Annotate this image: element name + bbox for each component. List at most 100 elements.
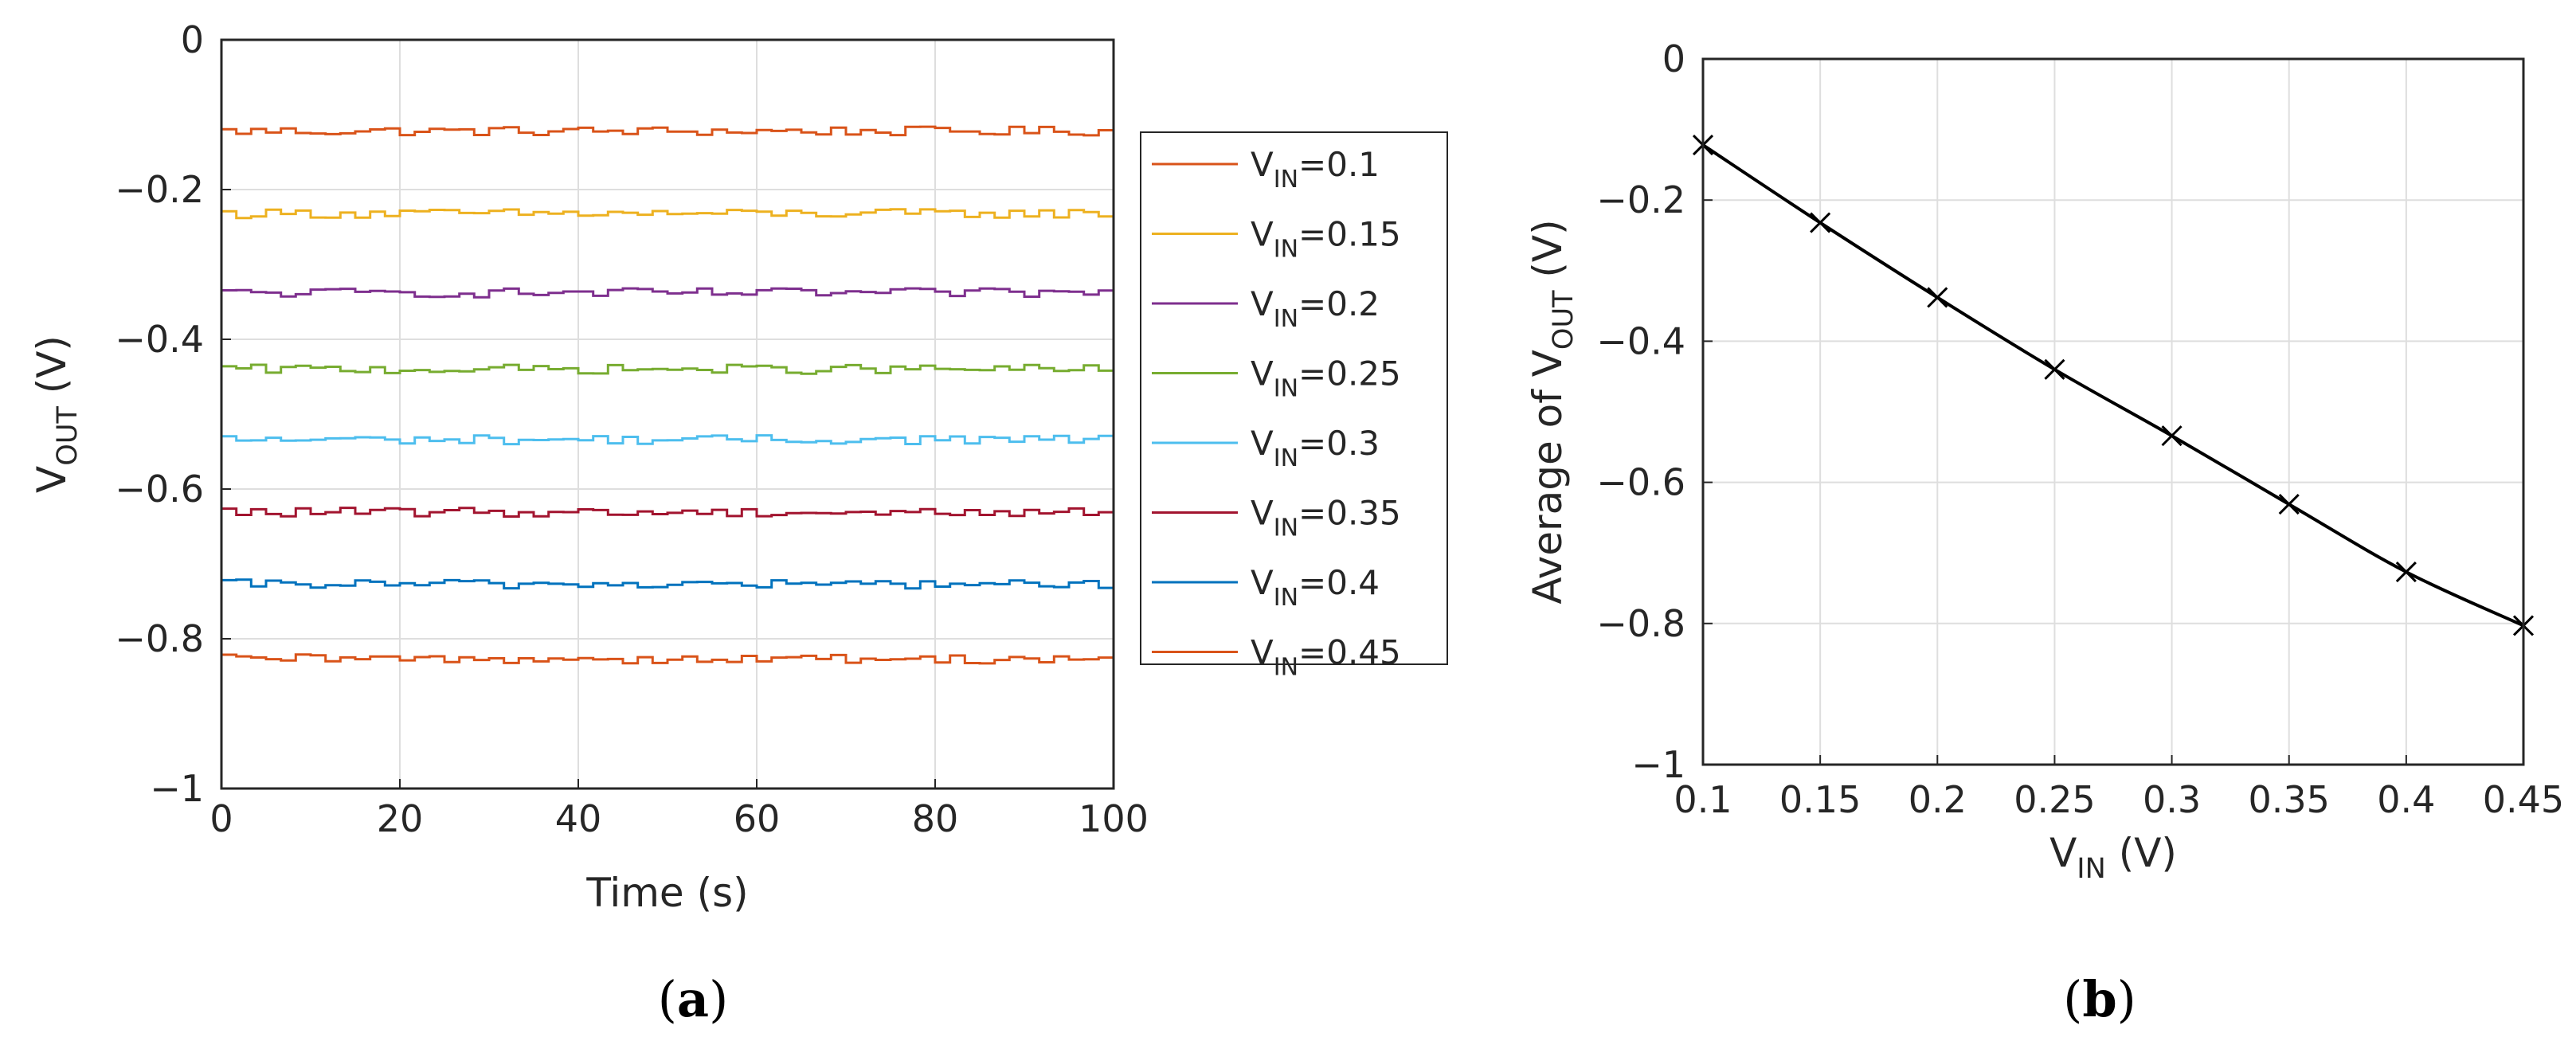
chart-a-series-line-0 (221, 125, 1115, 137)
chart-a-x-tick-label: 20 (377, 797, 424, 840)
chart-a-x-tick-label: 40 (555, 797, 602, 840)
chart-a-legend-label-value: =0.3 (1298, 424, 1380, 463)
chart-a-legend-label-sub: IN (1274, 305, 1298, 333)
chart-a-series-line-2 (221, 287, 1115, 299)
panel-label-open: ( (658, 970, 677, 1028)
chart-b-y-axis-label: Average of VOUT (V) (1525, 219, 1580, 604)
chart-a-legend: VIN=0.1VIN=0.15VIN=0.2VIN=0.25VIN=0.3VIN… (1140, 131, 1448, 682)
chart-a-series-line-4 (221, 434, 1115, 446)
chart-b-y-tick-label: −0.6 (1596, 461, 1685, 504)
panel-b-label: (b) (2063, 970, 2136, 1028)
chart-b-marker-6 (2395, 562, 2417, 583)
chart-a-legend-label-main: V (1251, 354, 1274, 393)
chart-a-legend-label-3: VIN=0.25 (1251, 354, 1401, 403)
chart-b-y-tick-label: −0.4 (1596, 319, 1685, 362)
chart-a-legend-label-1: VIN=0.15 (1251, 215, 1401, 264)
chart-a-series-line-7 (221, 653, 1115, 665)
chart-a-legend-label-main: V (1251, 284, 1274, 323)
chart-a-legend-label-main: V (1251, 424, 1274, 463)
chart-b-marker-stroke (1927, 287, 1948, 308)
panel-label-open: ( (2063, 970, 2082, 1028)
chart-b-y-tick-label: −1 (1631, 743, 1685, 786)
chart-b-x-axis-label-sub: IN (2077, 853, 2106, 885)
chart-b-marker-1 (1810, 212, 1831, 233)
chart-b-series-line (1701, 143, 2524, 628)
chart-a-legend-label-value: =0.2 (1298, 284, 1380, 323)
chart-a-y-tick-label: −0.8 (115, 617, 204, 660)
chart-b-y-axis-label-suffix: (V) (1525, 219, 1571, 290)
chart-a-x-axis-label: Time (s) (585, 870, 748, 916)
chart-b-marker-3 (2044, 358, 2065, 380)
chart-a-legend-label-5: VIN=0.35 (1251, 494, 1401, 542)
chart-b-x-tick-label: 0.4 (2377, 778, 2435, 821)
chart-b-marker-stroke (1810, 212, 1831, 233)
chart-a-series-line-5 (221, 507, 1115, 518)
chart-b-x-axis-label: VIN (V) (2049, 830, 2177, 885)
chart-a-legend-box (1140, 131, 1448, 665)
chart-a-y-axis-label-main: V (29, 466, 75, 493)
chart-a-y-axis-label-sub: OUT (52, 406, 84, 466)
chart-a-legend-label-sub: IN (1274, 584, 1298, 612)
panel-label-letter: b (2082, 970, 2116, 1028)
chart-b-x-tick-label: 0.35 (2249, 778, 2330, 821)
chart-a-x-tick-label: 60 (734, 797, 781, 840)
chart-b-y-tick-label: 0 (1662, 37, 1685, 80)
chart-a-series-line-6 (221, 578, 1115, 590)
chart-a-legend-label-sub: IN (1274, 515, 1298, 542)
chart-a-series-line-1 (221, 208, 1115, 220)
chart-b-x-tick-label: 0.1 (1674, 778, 1732, 821)
chart-a-legend-label-6: VIN=0.4 (1251, 563, 1380, 612)
chart-a-legend-label-main: V (1251, 563, 1274, 602)
chart-a-legend-label-value: =0.4 (1298, 563, 1380, 602)
chart-a-legend-label-main: V (1251, 145, 1274, 184)
chart-b-x-tick-label: 0.45 (2483, 778, 2564, 821)
chart-a-legend-label-value: =0.45 (1298, 633, 1401, 672)
chart-b-y-axis-label-prefix: Average of V (1525, 350, 1571, 605)
chart-b-axes-frame (1701, 57, 2525, 766)
chart-a-legend-label-2: VIN=0.2 (1251, 284, 1380, 333)
chart-a-legend-label-value: =0.35 (1298, 494, 1401, 533)
chart-b-x-tick-label: 0.2 (1909, 778, 1967, 821)
chart-a-y-tick-label: −1 (150, 767, 204, 810)
panel-a-label: (a) (658, 970, 729, 1028)
chart-a-x-tick-label: 80 (912, 797, 959, 840)
chart-a-y-tick-label: −0.6 (115, 468, 204, 511)
panel-label-letter: a (677, 970, 709, 1028)
chart-b-marker-stroke (2161, 425, 2183, 447)
chart-b-y-axis-label-sub: OUT (1548, 290, 1580, 350)
chart-a-legend-label-7: VIN=0.45 (1251, 633, 1401, 682)
chart-b-marker-4 (2161, 425, 2183, 447)
chart-b-x-axis-label-suffix: (V) (2106, 830, 2177, 876)
chart-b-marker-5 (2278, 494, 2300, 515)
chart-b-marker-stroke (2278, 494, 2300, 515)
chart-a-legend-label-main: V (1251, 494, 1274, 533)
chart-a-legend-label-sub: IN (1274, 444, 1298, 472)
chart-b-y-tick-label: −0.8 (1596, 602, 1685, 645)
chart-a-axes-frame (220, 38, 1115, 790)
chart-b: 0.1 0.15 0.2 0.25 0.3 0.35 0.4 0.45 0 −0.2 −0.4 −0.… (1525, 37, 2564, 885)
panel-label-close: ) (709, 970, 728, 1028)
chart-a-legend-label-main: V (1251, 633, 1274, 672)
chart-b-x-tick-label: 0.15 (1779, 778, 1861, 821)
chart-a-legend-label-sub: IN (1274, 654, 1298, 682)
chart-a-y-axis-label-suffix: (V) (29, 335, 75, 406)
chart-a-legend-label-value: =0.1 (1298, 145, 1380, 184)
panel-label-close: ) (2117, 970, 2136, 1028)
chart-a-x-tick-label: 100 (1079, 797, 1149, 840)
chart-a-y-tick-label: −0.4 (115, 318, 204, 361)
chart-a-y-axis-label: VOUT (V) (29, 335, 84, 493)
chart-a-legend-label-4: VIN=0.3 (1251, 424, 1380, 472)
chart-b-x-tick-label: 0.3 (2143, 778, 2201, 821)
chart-a-legend-label-sub: IN (1274, 236, 1298, 264)
chart-a-legend-label-sub: IN (1274, 375, 1298, 403)
chart-a-legend-label-sub: IN (1274, 166, 1298, 194)
chart-b-marker-stroke (2044, 358, 2065, 380)
chart-b-marker-2 (1927, 287, 1948, 308)
chart-a-legend-label-0: VIN=0.1 (1251, 145, 1380, 194)
chart-a-legend-label-value: =0.15 (1298, 215, 1401, 254)
chart-a-legend-label-value: =0.25 (1298, 354, 1401, 393)
chart-a-series-line-3 (221, 363, 1115, 375)
chart-b-marker-stroke (2395, 562, 2417, 583)
chart-a-y-tick-label: −0.2 (115, 168, 204, 211)
